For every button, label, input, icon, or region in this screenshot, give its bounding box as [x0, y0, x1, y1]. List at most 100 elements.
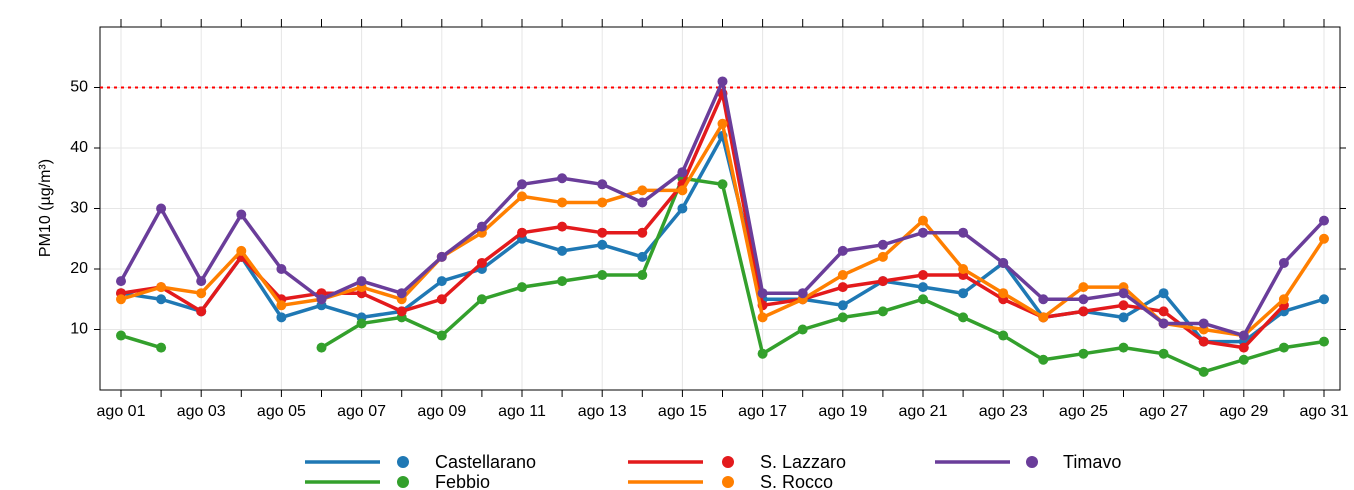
data-point	[1158, 288, 1169, 299]
data-point	[837, 312, 848, 323]
data-point	[837, 300, 848, 311]
data-point	[1238, 342, 1249, 353]
data-point	[1319, 233, 1329, 244]
data-point	[316, 294, 327, 305]
data-point	[1319, 336, 1329, 347]
data-point	[276, 312, 287, 323]
data-point	[276, 264, 287, 274]
x-tick-label: ago 17	[738, 403, 787, 420]
data-point	[356, 276, 367, 287]
data-point	[557, 276, 568, 287]
data-point	[717, 118, 728, 129]
data-point	[116, 330, 126, 341]
data-point	[1038, 354, 1049, 365]
data-point	[757, 348, 768, 359]
y-tick-label: 20	[70, 260, 88, 277]
y-tick-label: 30	[70, 200, 88, 217]
data-point	[1238, 330, 1249, 341]
data-point	[557, 173, 568, 184]
data-point	[918, 215, 928, 226]
data-point	[517, 179, 527, 190]
data-point	[116, 294, 126, 305]
x-tick-label: ago 13	[578, 403, 627, 420]
data-point	[958, 264, 969, 274]
series-line	[120, 91, 1286, 350]
legend-label: S. Lazzaro	[760, 452, 846, 472]
data-point	[1078, 348, 1089, 359]
data-point	[1278, 342, 1289, 353]
data-point	[877, 306, 888, 317]
data-point	[1319, 215, 1329, 226]
legend-label: Castellarano	[435, 452, 536, 472]
data-point	[677, 203, 688, 214]
data-point	[476, 257, 487, 268]
legend-marker	[397, 456, 409, 468]
data-point	[116, 276, 126, 287]
x-tick-label: ago 09	[417, 403, 466, 420]
data-point	[637, 197, 648, 208]
data-point	[236, 209, 247, 220]
data-point	[236, 245, 247, 256]
series-line	[120, 176, 1325, 374]
data-point	[1038, 294, 1049, 305]
x-tick-label: ago 25	[1059, 403, 1108, 420]
data-point	[837, 245, 848, 256]
data-point	[597, 270, 608, 281]
data-point	[276, 300, 287, 311]
data-point	[436, 276, 447, 287]
data-point	[1118, 312, 1129, 323]
data-point	[1278, 294, 1289, 305]
legend-label: S. Rocco	[760, 472, 833, 490]
data-point	[156, 342, 167, 353]
x-tick-label: ago 29	[1219, 403, 1268, 420]
y-tick-label: 50	[70, 79, 88, 96]
data-point	[717, 76, 728, 87]
data-point	[1118, 288, 1129, 299]
data-point	[557, 221, 568, 232]
data-point	[1078, 282, 1089, 293]
data-point	[597, 197, 608, 208]
data-point	[396, 306, 407, 317]
data-point	[797, 288, 808, 299]
data-point	[877, 239, 888, 250]
data-point	[1078, 294, 1089, 305]
data-point	[476, 294, 487, 305]
data-point	[1198, 318, 1209, 329]
data-point	[1198, 366, 1209, 377]
data-point	[597, 239, 608, 250]
data-point	[196, 306, 207, 317]
data-point	[196, 288, 207, 299]
data-point	[677, 167, 688, 178]
data-point	[717, 179, 728, 190]
data-point	[517, 282, 527, 293]
data-point	[637, 251, 648, 262]
data-point	[958, 288, 969, 299]
data-point	[757, 288, 768, 299]
data-point	[837, 282, 848, 293]
data-point	[757, 312, 768, 323]
legend-marker	[722, 456, 734, 468]
data-point	[196, 276, 207, 287]
x-tick-label: ago 11	[498, 403, 546, 420]
data-point	[1158, 348, 1169, 359]
data-point	[918, 282, 928, 293]
data-point	[797, 324, 808, 335]
data-point	[918, 270, 928, 281]
data-point	[998, 330, 1009, 341]
data-point	[1078, 306, 1089, 317]
x-tick-label: ago 23	[979, 403, 1028, 420]
data-point	[837, 270, 848, 281]
data-point	[877, 251, 888, 262]
data-point	[316, 342, 327, 353]
data-point	[1118, 300, 1129, 311]
x-tick-label: ago 07	[337, 403, 386, 420]
data-point	[637, 270, 648, 281]
x-tick-label: ago 19	[818, 403, 867, 420]
data-point	[156, 203, 167, 214]
data-point	[557, 245, 568, 256]
data-point	[637, 227, 648, 238]
data-point	[1158, 318, 1169, 329]
data-point	[597, 179, 608, 190]
data-point	[517, 191, 527, 202]
legend-marker	[1026, 456, 1038, 468]
